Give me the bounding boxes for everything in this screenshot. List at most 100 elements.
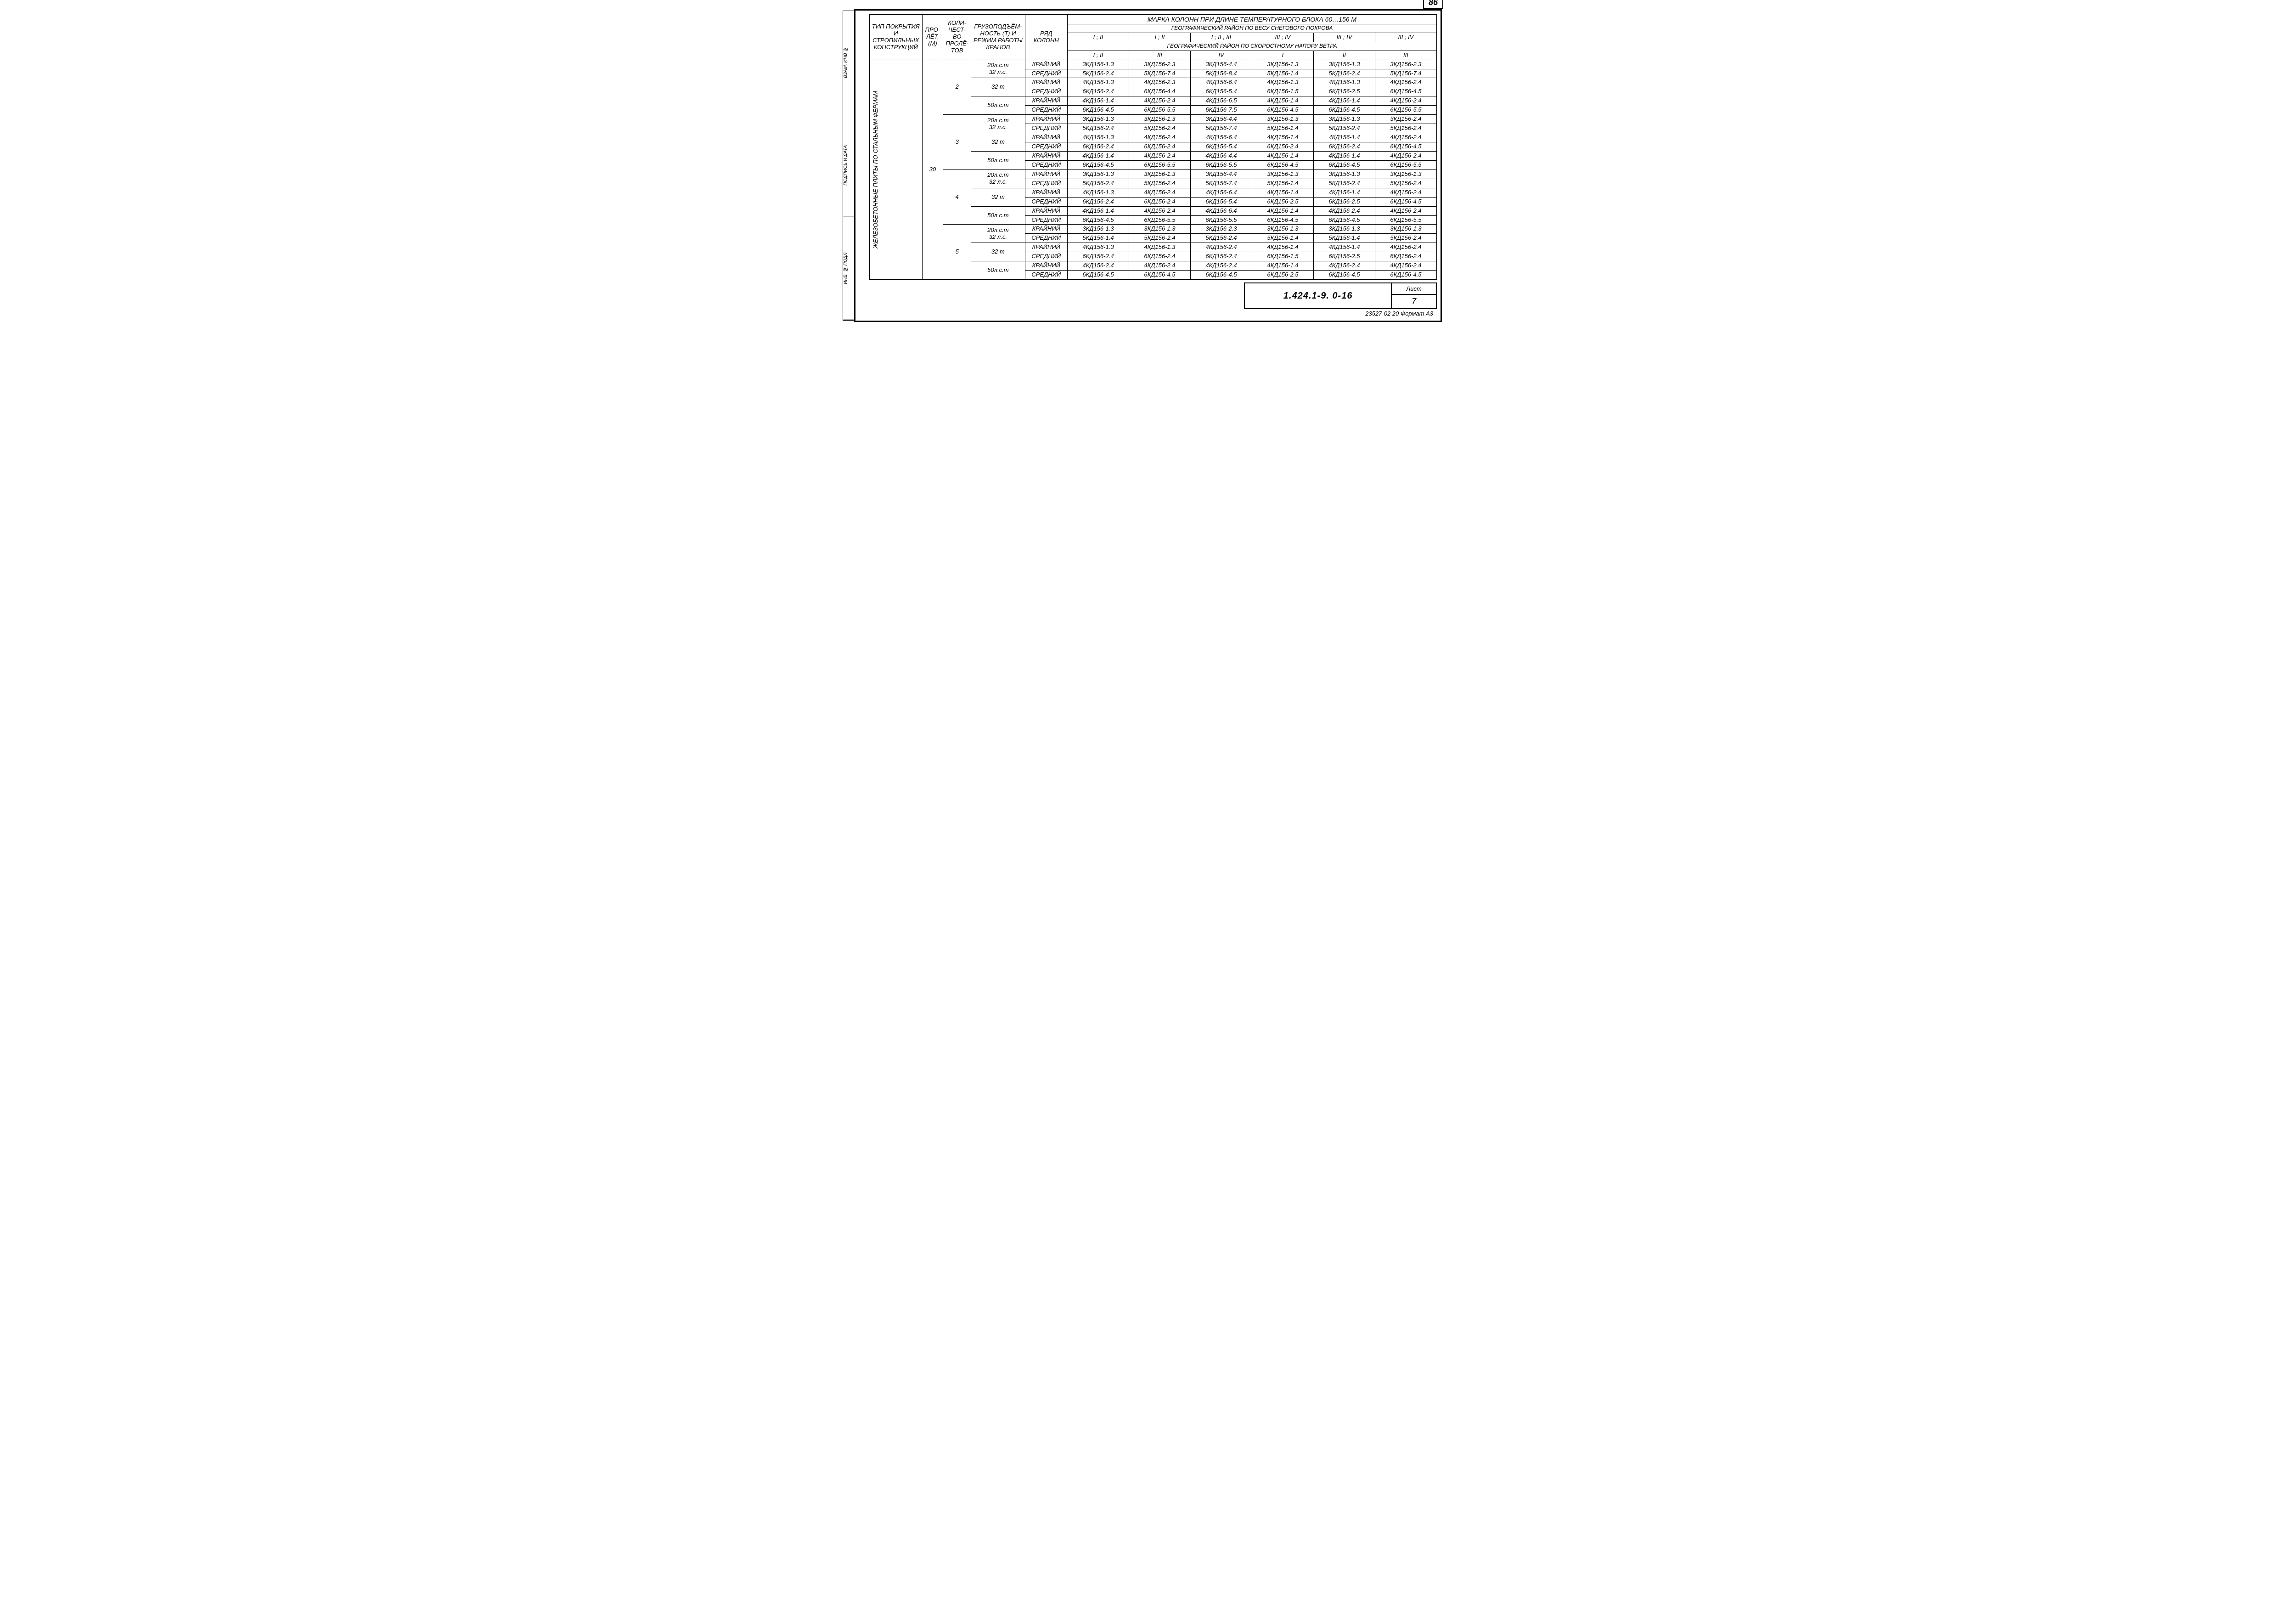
data-cell: 6КД156-2.5 [1313, 197, 1375, 206]
data-cell: 6КД156-2.4 [1068, 252, 1129, 261]
row-type: крайний [1025, 206, 1067, 215]
data-cell: 4КД156-1.4 [1252, 151, 1313, 160]
row-type: крайний [1025, 169, 1067, 179]
data-cell: 3КД156-4.4 [1190, 115, 1252, 124]
data-cell: 3КД156-2.4 [1375, 115, 1436, 124]
data-cell: 4КД156-2.4 [1129, 151, 1190, 160]
data-cell: 5КД156-2.4 [1129, 179, 1190, 188]
data-cell: 5КД156-2.4 [1375, 124, 1436, 133]
page-number: 86 [1423, 0, 1443, 9]
list-label: Лист [1391, 283, 1436, 294]
hdr-wind-4: II [1313, 51, 1375, 60]
drawing-sheet: 86 Взам. инв № Подпись и дата Инв. № под… [854, 9, 1442, 322]
data-cell: 6КД156-4.5 [1375, 142, 1436, 152]
data-cell: 4КД156-2.4 [1375, 206, 1436, 215]
data-cell: 5КД156-7.4 [1190, 179, 1252, 188]
row-type: крайний [1025, 225, 1067, 234]
data-cell: 6КД156-4.5 [1252, 215, 1313, 225]
data-cell: 6КД156-5.4 [1190, 142, 1252, 152]
data-cell: 4КД156-1.4 [1252, 206, 1313, 215]
data-cell: 3КД156-1.3 [1375, 169, 1436, 179]
table-row: Железобетонные плиты по стальным фермам3… [870, 60, 1437, 69]
data-cell: 6КД156-1.5 [1252, 252, 1313, 261]
data-cell: 3КД156-1.3 [1375, 225, 1436, 234]
data-cell: 6КД156-2.4 [1129, 197, 1190, 206]
data-cell: 3КД156-1.3 [1313, 169, 1375, 179]
data-cell: 5КД156-1.4 [1252, 69, 1313, 78]
data-cell: 5КД156-1.4 [1313, 234, 1375, 243]
data-cell: 6КД156-4.5 [1068, 106, 1129, 115]
data-cell: 6КД156-1.5 [1252, 87, 1313, 96]
crane-label: 32 т [971, 188, 1025, 206]
row-type: средний [1025, 252, 1067, 261]
data-cell: 3КД156-4.4 [1190, 60, 1252, 69]
row-type: крайний [1025, 78, 1067, 87]
data-cell: 4КД156-1.4 [1252, 96, 1313, 106]
crane-label: 32 т [971, 243, 1025, 261]
data-cell: 5КД156-2.4 [1129, 234, 1190, 243]
hdr-rowtype: Ряд колонн [1025, 15, 1067, 60]
stamp-cell: Инв. № подл [843, 217, 854, 320]
data-cell: 6КД156-4.4 [1129, 87, 1190, 96]
data-cell: 4КД156-2.4 [1129, 206, 1190, 215]
data-cell: 5КД156-2.4 [1313, 179, 1375, 188]
data-cell: 6КД156-2.5 [1313, 252, 1375, 261]
data-cell: 6КД156-2.4 [1129, 142, 1190, 152]
data-cell: 5КД156-1.4 [1068, 234, 1129, 243]
crane-label: 32 т [971, 133, 1025, 152]
data-cell: 4КД156-6.4 [1190, 188, 1252, 197]
hdr-snow-1: I ; II [1129, 33, 1190, 42]
data-cell: 3КД156-1.3 [1252, 225, 1313, 234]
hdr-wind-2: IV [1190, 51, 1252, 60]
row-type: средний [1025, 197, 1067, 206]
data-cell: 6КД156-2.4 [1068, 197, 1129, 206]
data-cell: 5КД156-2.4 [1068, 69, 1129, 78]
data-cell: 6КД156-4.5 [1252, 106, 1313, 115]
data-cell: 4КД156-2.4 [1375, 133, 1436, 142]
data-cell: 4КД156-1.4 [1068, 96, 1129, 106]
row-type: средний [1025, 124, 1067, 133]
data-cell: 4КД156-2.4 [1190, 261, 1252, 271]
data-cell: 6КД156-2.4 [1375, 252, 1436, 261]
data-cell: 6КД156-4.5 [1375, 271, 1436, 280]
row-type: крайний [1025, 188, 1067, 197]
data-cell: 6КД156-5.5 [1129, 215, 1190, 225]
data-cell: 6КД156-5.4 [1190, 197, 1252, 206]
data-cell: 4КД156-2.4 [1129, 188, 1190, 197]
data-cell: 3КД156-1.3 [1252, 60, 1313, 69]
row-type: средний [1025, 271, 1067, 280]
data-cell: 3КД156-1.3 [1068, 169, 1129, 179]
data-cell: 6КД156-7.5 [1190, 106, 1252, 115]
data-cell: 4КД156-2.4 [1129, 133, 1190, 142]
crane-label: 50л.с.т [971, 151, 1025, 169]
data-cell: 6КД156-2.4 [1313, 142, 1375, 152]
data-cell: 6КД156-2.5 [1313, 87, 1375, 96]
data-cell: 6КД156-2.4 [1068, 87, 1129, 96]
row-type: крайний [1025, 243, 1067, 252]
data-cell: 6КД156-5.5 [1375, 106, 1436, 115]
data-cell: 4КД156-4.4 [1190, 151, 1252, 160]
row-type: средний [1025, 87, 1067, 96]
data-cell: 4КД156-2.3 [1129, 78, 1190, 87]
data-cell: 4КД156-2.4 [1375, 243, 1436, 252]
data-cell: 4КД156-1.4 [1313, 96, 1375, 106]
row-type: крайний [1025, 60, 1067, 69]
data-cell: 3КД156-1.3 [1313, 60, 1375, 69]
data-cell: 6КД156-4.5 [1190, 271, 1252, 280]
data-cell: 4КД156-6.4 [1190, 78, 1252, 87]
data-cell: 6КД156-5.5 [1190, 160, 1252, 169]
data-cell: 4КД156-1.4 [1313, 151, 1375, 160]
doc-number: 1.424.1-9. 0-16 [1244, 283, 1391, 309]
data-cell: 5КД156-1.4 [1252, 179, 1313, 188]
data-cell: 6КД156-4.5 [1313, 215, 1375, 225]
table-body: Железобетонные плиты по стальным фермам3… [870, 60, 1437, 280]
data-cell: 3КД156-1.3 [1252, 115, 1313, 124]
data-cell: 4КД156-1.3 [1252, 78, 1313, 87]
data-cell: 6КД156-5.5 [1190, 215, 1252, 225]
data-cell: 4КД156-2.4 [1375, 188, 1436, 197]
stamp-cell: Взам. инв № [843, 11, 854, 114]
data-cell: 3КД156-1.3 [1252, 169, 1313, 179]
data-cell: 4КД156-2.4 [1068, 261, 1129, 271]
data-cell: 5КД156-7.4 [1375, 69, 1436, 78]
hdr-wind-3: I [1252, 51, 1313, 60]
